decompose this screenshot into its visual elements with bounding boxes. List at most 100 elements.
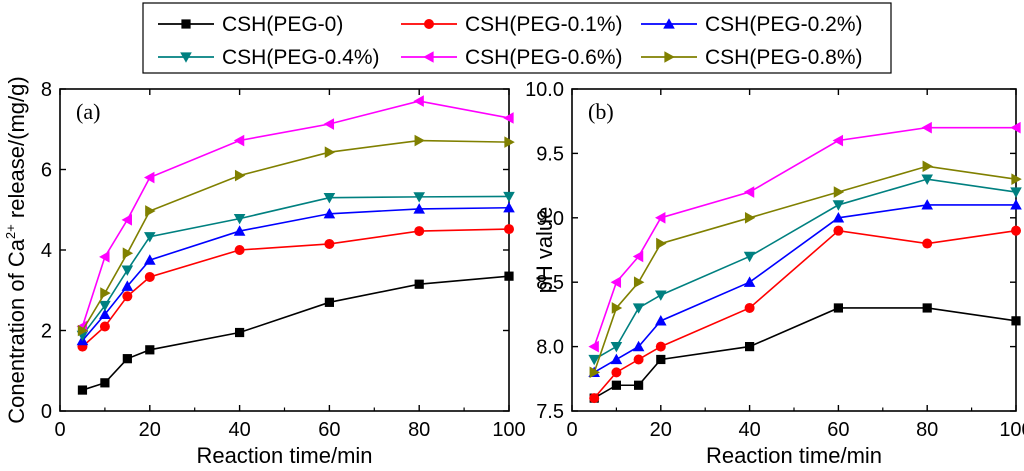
panel-b-y-tick-label: 7.5 <box>536 401 564 423</box>
panel-a-point-csh-peg-0-2 <box>503 201 515 213</box>
legend-label-csh-peg-0-8: CSH(PEG-0.8%) <box>705 46 863 69</box>
panel-a-x-tick-label: 0 <box>54 419 65 441</box>
panel-a-point-csh-peg-0-1 <box>122 291 133 302</box>
panel-b-point-csh-peg-0 <box>656 354 666 365</box>
panel-a-point-csh-peg-0-8 <box>504 136 515 148</box>
panel-a-point-csh-peg-0-6 <box>413 95 424 107</box>
panel-b-point-csh-peg-0 <box>634 380 644 390</box>
panel-a-point-csh-peg-0-4 <box>233 213 246 225</box>
panel-b-point-csh-peg-0-6 <box>610 276 622 288</box>
panel-a-point-csh-peg-0-1 <box>504 224 514 235</box>
panel-b-y-tick-label: 8.5 <box>536 272 564 294</box>
panel-a-x-tick-label: 40 <box>228 419 250 441</box>
panel-a-point-csh-peg-0-2 <box>121 280 134 291</box>
panel-a-point-csh-peg-0-2 <box>99 308 111 320</box>
panel-b-point-csh-peg-0-8 <box>633 276 645 288</box>
panel-b-x-tick-label: 80 <box>916 419 938 441</box>
panel-a-line-csh-peg-0-1 <box>81 228 510 348</box>
panel-b-point-csh-peg-0-2 <box>632 340 645 352</box>
panel-b-point-csh-peg-0-6 <box>1010 121 1021 134</box>
panel-b-point-csh-peg-0 <box>745 342 755 352</box>
panel-a-x-tick-label: 80 <box>408 419 430 441</box>
panel-b-x-tick-label: 100 <box>999 419 1024 441</box>
panel-b-x-tick-label: 60 <box>827 419 849 441</box>
panel-b-point-csh-peg-0-8 <box>922 160 933 173</box>
panel-a-y-tick-label: 0 <box>41 401 52 423</box>
panel-a-point-csh-peg-0 <box>145 345 155 355</box>
panel-b-x-tick-label: 40 <box>738 419 760 441</box>
panel-b-series-csh-peg-0-8 <box>589 160 1022 379</box>
panel-b-point-csh-peg-0-1 <box>589 393 600 404</box>
panel-a: 0 20 40 60 80 100 0 2 4 6 8 Reaction time/min Conent… <box>3 76 526 468</box>
panel-a-line-csh-peg-0 <box>82 275 510 391</box>
panel-a-point-csh-peg-0-4 <box>99 300 111 312</box>
panel-b-point-csh-peg-0 <box>833 303 843 313</box>
legend-label-csh-peg-0-2: CSH(PEG-0.2%) <box>705 13 863 36</box>
panel-b-point-csh-peg-0-4 <box>655 290 667 301</box>
panel-a-y-tick-label: 4 <box>41 240 52 262</box>
panel-a-series-csh-peg-0-8 <box>77 134 515 337</box>
panel-b-point-csh-peg-0-2 <box>610 353 623 365</box>
panel-b-point-csh-peg-0-6 <box>921 121 932 134</box>
panel-a-point-csh-peg-0-2 <box>233 225 246 236</box>
panel-b-point-csh-peg-0-6 <box>655 212 666 224</box>
panel-b-point-csh-peg-0-8 <box>611 302 623 314</box>
panel-b-point-csh-peg-0-4 <box>610 341 623 353</box>
panel-a-point-csh-peg-0-2 <box>413 203 425 214</box>
panel-a-x-tick-label: 20 <box>139 419 161 441</box>
panel-b-y-axis-title: pH value <box>532 207 557 294</box>
panel-a-series-csh-peg-0-1 <box>77 224 514 352</box>
panel-a-point-csh-peg-0-8 <box>77 324 89 337</box>
panel-b-point-csh-peg-0 <box>611 380 621 390</box>
panel-b-y-tick-label: 8.0 <box>536 337 564 359</box>
panel-a-point-csh-peg-0-8 <box>414 134 425 147</box>
panel-a-point-csh-peg-0-4 <box>144 232 156 243</box>
panel-b-point-csh-peg-0-8 <box>589 366 600 379</box>
panel-a-point-csh-peg-0-8 <box>234 169 246 182</box>
panel-b-point-csh-peg-0-4 <box>832 200 845 211</box>
panel-b-series-csh-peg-0-6 <box>588 121 1021 353</box>
panel-a-point-csh-peg-0-6 <box>99 251 110 263</box>
panel-a-y-axis-title: Conentration of Ca2+ release/(mg/g) <box>3 76 29 423</box>
legend-marker-csh-peg-0 <box>181 19 191 29</box>
panel-b-point-csh-peg-0-1 <box>922 238 933 249</box>
panel-b-point-csh-peg-0-4 <box>921 174 933 185</box>
panel-b-point-csh-peg-0-2 <box>743 276 756 287</box>
panel-b-x-tick-label: 0 <box>566 419 577 441</box>
legend-marker-csh-peg-0-8 <box>664 51 675 63</box>
panel-b-point-csh-peg-0-1 <box>633 354 644 365</box>
panel-b-line-csh-peg-0-4 <box>593 178 1017 361</box>
panel-a-series-csh-peg-0-2 <box>76 201 515 346</box>
panel-a-point-csh-peg-0-1 <box>414 226 425 237</box>
panel-a-series-csh-peg-0-4 <box>76 191 515 342</box>
panel-b-point-csh-peg-0-1 <box>744 302 755 313</box>
panel-a-line-csh-peg-0-4 <box>81 195 510 336</box>
panel-b-label: (b) <box>588 99 614 124</box>
panel-b-point-csh-peg-0-2 <box>655 315 667 326</box>
panel-a-point-csh-peg-0-8 <box>324 146 336 158</box>
panel-b-point-csh-peg-0-6 <box>588 340 599 353</box>
panel-b-point-csh-peg-0 <box>922 303 932 313</box>
panel-b-point-csh-peg-0-2 <box>1010 199 1022 210</box>
panel-a-point-csh-peg-0 <box>100 378 110 388</box>
panel-b-y-tick-label: 10.0 <box>525 79 564 101</box>
panel-a-y-tick-label: 8 <box>41 79 52 101</box>
panel-a-point-csh-peg-0-8 <box>145 205 156 217</box>
panel-b-point-csh-peg-0-4 <box>1010 187 1022 198</box>
panel-a-series-csh-peg-0-6 <box>76 95 514 333</box>
panel-b-point-csh-peg-0-1 <box>833 225 844 236</box>
panel-a-point-csh-peg-0 <box>77 385 88 395</box>
panel-a-point-csh-peg-0-6 <box>323 118 335 130</box>
panel-a-point-csh-peg-0-8 <box>122 247 134 260</box>
panel-b-line-csh-peg-0-2 <box>593 204 1016 374</box>
legend-marker-csh-peg-0-2 <box>663 18 675 29</box>
panel-a-line-csh-peg-0-6 <box>81 100 510 327</box>
panel-a-point-csh-peg-0-4 <box>121 265 134 276</box>
legend-label-csh-peg-0: CSH(PEG-0) <box>222 13 343 36</box>
panel-a-series-csh-peg-0 <box>77 271 514 395</box>
panel-b-series-csh-peg-0-4 <box>588 174 1022 366</box>
panel-a-label: (a) <box>76 99 100 124</box>
panel-a-point-csh-peg-0-8 <box>100 287 111 299</box>
panel-b-series-csh-peg-0-2 <box>588 199 1022 377</box>
panel-a-point-csh-peg-0-1 <box>144 271 155 282</box>
